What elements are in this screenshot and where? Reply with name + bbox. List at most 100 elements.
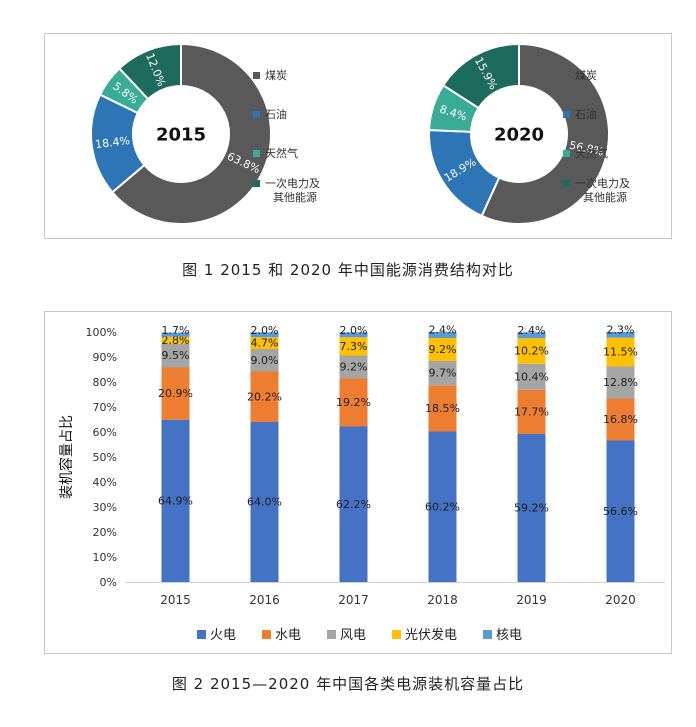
donut-center-year: 2015 [156, 125, 206, 146]
bar-segment [339, 337, 368, 356]
figure1-panel: 63.8% 18.4% 5.8% 12.0% 2015 56.8% 18.9% 8.4% 15.… [44, 33, 672, 239]
figure2-panel: 0% 10% 20% 30% 40% 50% 60% 70% 80% 90% 100% 装机容量占比 6… [44, 311, 672, 654]
legend-swatch [253, 150, 260, 157]
bar-segment [339, 378, 368, 427]
bar-segment [606, 337, 635, 367]
bar-data-label: 9.2% [340, 361, 368, 374]
bar-segment [339, 426, 368, 582]
x-tick-label: 2015 [160, 593, 191, 607]
bar-data-label: 19.2% [336, 396, 371, 409]
bar-segment [250, 371, 279, 422]
legend-label: 煤炭 [265, 69, 287, 82]
bar-data-label: 2.0% [340, 324, 368, 337]
bar-data-label: 16.8% [603, 413, 638, 426]
bar-segment [250, 337, 279, 349]
bar-data-label: 9.0% [251, 354, 279, 367]
bar-segment [606, 398, 635, 441]
bar-segment [517, 363, 546, 390]
bar-segment [428, 338, 457, 361]
y-tick-label: 50% [93, 451, 117, 464]
legend-label: 一次电力及 [575, 176, 630, 190]
stacked-bar-chart: 0% 10% 20% 30% 40% 50% 60% 70% 80% 90% 100% 装机容量占比 6… [58, 324, 665, 643]
bar-segment [606, 332, 635, 338]
y-tick-label: 30% [93, 501, 117, 514]
legend-label: 石油 [575, 107, 597, 121]
bar-data-label: 64.0% [247, 496, 282, 509]
legend-swatch [563, 72, 570, 79]
legend-label: 光伏发电 [405, 627, 457, 643]
bar-segment [606, 440, 635, 582]
legend-label: 火电 [210, 628, 236, 643]
x-tick-label: 2018 [427, 593, 458, 607]
legend-swatch [392, 630, 401, 639]
bar-data-label: 2.4% [429, 324, 457, 337]
bar-data-label: 2.3% [607, 324, 635, 337]
legend-label: 核电 [496, 628, 522, 643]
legend-swatch [327, 630, 336, 639]
bar-data-label: 4.7% [251, 337, 279, 350]
donut-charts: 63.8%18.4%5.8%12.0%201556.8%18.9%8.4%15.… [90, 42, 630, 225]
bar-segment [161, 343, 190, 368]
bar-segment [606, 366, 635, 399]
bar-data-label: 10.4% [514, 370, 549, 383]
bar-data-label: 64.9% [158, 494, 193, 507]
bar-data-label: 18.5% [425, 402, 460, 415]
legend-label: 石油 [265, 107, 287, 121]
donut-slice [110, 42, 272, 225]
bar-segment [339, 355, 368, 379]
bar-data-label: 2.4% [518, 324, 546, 337]
legend-label: 其他能源 [273, 190, 317, 204]
bar-data-label: 10.2% [514, 345, 549, 358]
bar-data-label: 11.5% [603, 346, 638, 359]
bar-segment [517, 338, 546, 364]
bar-segment [428, 361, 457, 386]
bar-segment [517, 389, 546, 434]
figure1-caption: 图 1 2015 和 2020 年中国能源消费结构对比 [182, 261, 514, 279]
y-tick-label: 80% [93, 376, 117, 389]
legend-swatch [563, 111, 570, 118]
y-tick-label: 40% [93, 476, 117, 489]
bar-data-label: 7.3% [340, 340, 368, 353]
y-tick-label: 100% [86, 326, 117, 339]
donut-center-year: 2020 [494, 125, 544, 146]
legend-swatch [253, 180, 260, 187]
bar-segment [339, 332, 368, 338]
legend-swatch [262, 630, 271, 639]
x-tick-label: 2017 [338, 593, 369, 607]
bar-data-label: 9.5% [162, 349, 190, 362]
bar-data-label: 1.7% [162, 324, 190, 337]
legend-swatch [563, 150, 570, 157]
bar-data-label: 20.9% [158, 387, 193, 400]
legend-swatch [563, 180, 570, 187]
y-tick-label: 20% [93, 526, 117, 539]
bar-segment [161, 332, 190, 337]
legend-label: 天然气 [575, 146, 608, 160]
bar-segment [517, 332, 546, 339]
donut-slice [441, 42, 520, 110]
slice-label: 18.4% [94, 134, 130, 151]
bar-data-label: 62.2% [336, 498, 371, 511]
bar-data-label: 59.2% [514, 502, 549, 515]
bar-segment [428, 332, 457, 338]
bar-segment [250, 332, 279, 338]
bar-data-label: 9.2% [429, 343, 457, 356]
x-tick-label: 2016 [249, 593, 280, 607]
bar-segment [428, 385, 457, 432]
bar-data-label: 20.2% [247, 390, 282, 403]
legend-swatch [253, 72, 260, 79]
donut-slice [480, 42, 610, 225]
y-tick-label: 0% [100, 576, 117, 589]
x-tick-label: 2020 [605, 593, 636, 607]
legend-swatch [253, 111, 260, 118]
bar-data-label: 2.8% [162, 334, 190, 347]
x-tick-label: 2019 [516, 593, 547, 607]
legend-label: 风电 [340, 628, 366, 643]
bar-segment [161, 419, 190, 582]
bar-data-label: 60.2% [425, 500, 460, 513]
figure2-caption: 图 2 2015—2020 年中国各类电源装机容量占比 [171, 675, 525, 693]
legend-swatch [197, 630, 206, 639]
legend-label: 天然气 [265, 146, 298, 160]
bar-data-label: 2.0% [251, 324, 279, 337]
y-axis-title: 装机容量占比 [58, 415, 75, 499]
bar-segment [161, 336, 190, 344]
